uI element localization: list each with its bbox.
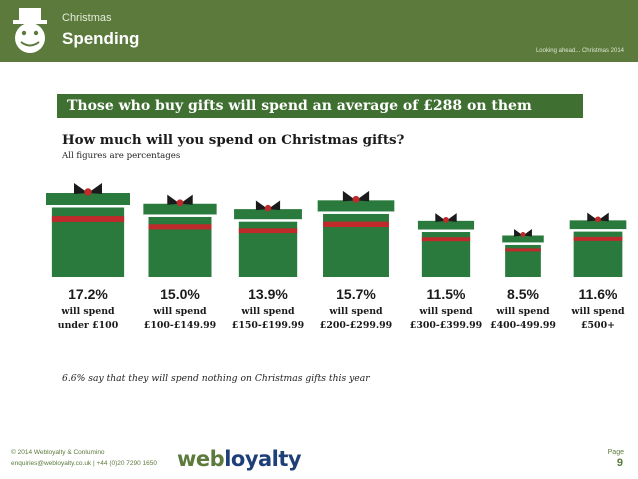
header-big-title: Spending (62, 29, 140, 48)
gift-lid-edge (502, 242, 544, 245)
gift-lid-edge (569, 229, 627, 232)
snowman-icon (8, 8, 52, 56)
gift-bow-knot (443, 216, 449, 223)
gift-ribbon (505, 248, 541, 252)
gift-lid-edge (417, 229, 475, 233)
category-prefix: will spend (152, 306, 207, 317)
gift-bar: 11.5% will spend £300-£399.99 (410, 213, 482, 331)
value-label: 13.9% (248, 286, 288, 302)
gift-bow-knot (264, 204, 272, 212)
chart-question: How much will you spend on Christmas gif… (62, 132, 405, 148)
gift-bow-knot (352, 195, 360, 203)
gift-chart: 17.2% will spend under £100 15.0% will spend… (46, 183, 627, 331)
gift-lid (234, 209, 302, 221)
gift-lid (317, 200, 395, 213)
page-number: 9 (616, 457, 623, 469)
category-prefix: will spend (570, 306, 625, 317)
logo-part-loyalty: loyalty (224, 447, 302, 471)
gift-bar: 17.2% will spend under £100 (46, 183, 130, 331)
category-label: £150-£199.99 (232, 320, 304, 331)
gift-bar: 8.5% will spend £400-499.99 (490, 229, 556, 331)
category-prefix: will spend (60, 306, 115, 317)
chart-subtitle: All figures are percentages (62, 151, 181, 161)
gift-ribbon (51, 216, 125, 222)
gift-lid (143, 203, 217, 216)
headline-banner: Those who buy gifts will spend an averag… (57, 94, 583, 118)
value-label: 11.5% (427, 286, 466, 302)
gift-ribbon (148, 224, 212, 230)
footer-copyright: © 2014 Webloyalty & Conlumino (11, 449, 105, 456)
gift-lid-edge (317, 211, 395, 214)
gift-bar: 15.7% will spend £200-£299.99 (317, 190, 395, 331)
chart-note: 6.6% say that they will spend nothing on… (62, 373, 370, 384)
gift-lid-edge (234, 219, 302, 222)
category-prefix: will spend (495, 306, 550, 317)
gift-lid (417, 220, 475, 231)
gift-ribbon (323, 221, 389, 228)
gift-bow-knot (84, 188, 92, 196)
header-right-text: Looking ahead... Christmas 2014 (535, 48, 624, 54)
gift-ribbon (238, 228, 298, 234)
gift-lid (569, 220, 627, 231)
footer-contact: enquiries@webloyalty.co.uk | +44 (0)20 7… (11, 460, 158, 467)
category-label: £300-£399.99 (410, 320, 482, 331)
category-prefix: will spend (328, 306, 383, 317)
header-small-title: Christmas (62, 12, 112, 24)
gift-bow-knot (520, 232, 526, 237)
gift-bar: 11.6% will spend £500+ (569, 212, 627, 331)
gift-bow-knot (595, 216, 601, 223)
gift-ribbon (421, 237, 471, 242)
category-prefix: will spend (240, 306, 295, 317)
value-label: 11.6% (579, 286, 618, 302)
value-label: 17.2% (68, 286, 108, 302)
page-label: Page (607, 449, 624, 456)
gift-lid-edge (143, 214, 217, 217)
category-label: £400-499.99 (490, 320, 556, 331)
value-label: 15.0% (160, 286, 200, 302)
gift-lid (502, 235, 544, 244)
category-label: £200-£299.99 (320, 320, 392, 331)
gift-ribbon (573, 236, 623, 241)
value-label: 8.5% (507, 286, 539, 302)
gift-bow-knot (176, 199, 184, 207)
logo-part-web: web (177, 447, 225, 471)
value-label: 15.7% (336, 286, 376, 302)
gift-lid (46, 193, 130, 206)
gift-bar: 15.0% will spend £100-£149.99 (143, 194, 217, 331)
category-label: £100-£149.99 (144, 320, 216, 331)
category-label: £500+ (581, 320, 615, 331)
webloyalty-logo: webloyalty (177, 446, 302, 472)
gift-bar: 13.9% will spend £150-£199.99 (232, 200, 304, 331)
gift-lid-edge (46, 205, 130, 208)
header-bar: Christmas Spending Looking ahead... Chri… (0, 0, 638, 62)
category-label: under £100 (58, 320, 119, 331)
category-prefix: will spend (418, 306, 473, 317)
